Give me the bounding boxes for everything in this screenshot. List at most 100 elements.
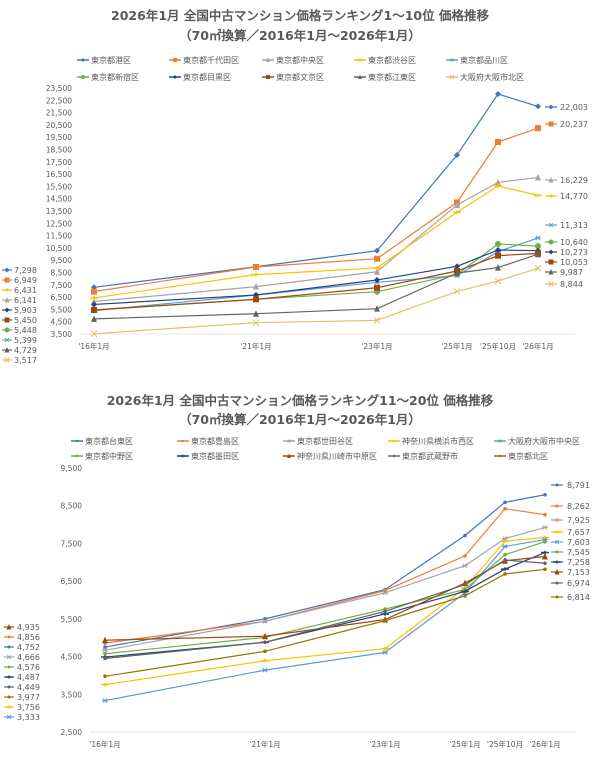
legend-marker-icon (180, 454, 186, 458)
series-4 (101, 535, 549, 687)
start-value-label: 4,576 (17, 663, 40, 672)
series-line (104, 536, 546, 686)
data-point (103, 674, 107, 679)
y-tick-label: 7,500 (61, 539, 83, 548)
end-label-marker-icon (553, 530, 561, 534)
y-tick-label: 6,500 (51, 293, 73, 302)
data-point (91, 301, 97, 308)
y-tick-label: 10,500 (46, 244, 72, 253)
data-point (454, 201, 460, 208)
start-value-label: 5,448 (14, 326, 37, 335)
y-tick-label: 21,500 (46, 109, 72, 118)
x-tick-label: '25年10月 (487, 739, 523, 749)
data-point (495, 91, 501, 98)
data-point (542, 524, 548, 530)
end-label-marker-icon (548, 104, 554, 110)
legend-item: 神奈川県横浜市西区 (388, 436, 474, 446)
y-tick-label: 17,500 (46, 158, 72, 167)
legend-label: 東京都目黒区 (183, 72, 231, 82)
y-tick-label: 11,500 (46, 232, 72, 241)
end-label-marker-icon (548, 269, 554, 275)
x-tick-label: '21年1月 (249, 739, 280, 749)
data-point (373, 316, 381, 324)
legend-label: 東京都北区 (508, 451, 548, 461)
start-value-label: 3,756 (17, 703, 40, 712)
series-4 (90, 184, 542, 300)
data-point (374, 284, 380, 291)
series-line (93, 252, 539, 311)
legend-item: 東京都中央区 (262, 55, 324, 65)
start-label-marker-icon (4, 327, 10, 333)
legend-item: 東京都新宿区 (77, 72, 139, 82)
data-point (503, 558, 507, 562)
chart2-plot: 9,500 8,500 7,500 6,500 5,500 4,500 3,500 2,500… (4, 436, 590, 749)
x-tick-label: '16年1月 (89, 739, 120, 749)
end-value-label: 6,814 (567, 593, 590, 602)
y-tick-label: 18,500 (46, 146, 72, 155)
data-point (502, 543, 508, 549)
series-9 (103, 558, 547, 661)
legend-marker-icon (287, 453, 291, 458)
x-tick-label: '26年1月 (522, 341, 553, 351)
end-label-marker-icon (553, 560, 561, 564)
legend-label: 東京都新宿区 (91, 72, 139, 82)
data-point (535, 243, 541, 250)
series-line (93, 267, 539, 335)
data-point (102, 636, 108, 644)
data-point (495, 246, 501, 253)
start-value-label: 4,935 (17, 623, 40, 632)
end-value-label: 14,770 (560, 192, 588, 201)
start-label-marker-icon (6, 654, 12, 660)
y-tick-label: 14,500 (46, 195, 72, 204)
start-value-label: 3,977 (17, 693, 40, 702)
end-label-marker-icon (554, 517, 560, 523)
x-tick-label: '25年1月 (449, 739, 480, 749)
start-label-marker-icon (7, 685, 11, 689)
start-label-marker-icon (4, 277, 10, 283)
legend-marker-icon (358, 74, 362, 79)
legend-marker-icon (498, 454, 502, 458)
data-point (495, 178, 501, 186)
data-point (374, 268, 380, 275)
data-point (91, 288, 97, 295)
data-point (463, 533, 467, 538)
data-point (261, 658, 269, 663)
end-value-label: 10,273 (560, 248, 588, 257)
legend-item: 東京都品川区 (446, 55, 508, 65)
legend-marker-icon (449, 74, 455, 80)
y-tick-label: 4,500 (51, 318, 73, 327)
data-point (462, 563, 468, 569)
legend-label: 東京都品川区 (460, 55, 508, 65)
data-point (501, 567, 509, 571)
legend-label: 東京都墨田区 (191, 451, 239, 461)
start-label-marker-icon (7, 645, 11, 649)
end-label-marker-icon (555, 595, 559, 599)
end-value-label: 22,003 (560, 103, 588, 112)
end-label-marker-icon (555, 550, 559, 554)
chart1-plot: 23,500 22,500 21,500 20,500 19,500 18,500 17,5… (2, 55, 588, 365)
data-point (101, 682, 109, 687)
data-point (90, 330, 98, 338)
x-tick-label: '23年1月 (361, 341, 392, 351)
legend-marker-icon (287, 439, 291, 443)
data-point (495, 252, 501, 259)
y-tick-label: 8,500 (61, 502, 83, 511)
end-value-label: 20,237 (560, 120, 588, 129)
series-9 (91, 250, 541, 322)
data-point (381, 646, 389, 651)
x-tick-label: '16年1月 (78, 341, 109, 351)
end-value-label: 7,258 (567, 558, 590, 567)
data-point (463, 554, 467, 558)
data-point (90, 296, 98, 300)
data-point (535, 103, 541, 110)
end-label-marker-icon (554, 539, 560, 545)
series-3 (91, 173, 541, 305)
data-point (374, 255, 380, 262)
data-point (543, 567, 547, 572)
series-1 (103, 492, 547, 649)
data-point (535, 173, 541, 181)
legend-label: 大阪府大阪市北区 (460, 72, 524, 82)
start-value-label: 3,333 (17, 713, 40, 722)
end-label-marker-icon (548, 121, 554, 127)
legend-item: 大阪府大阪市北区 (446, 72, 524, 82)
